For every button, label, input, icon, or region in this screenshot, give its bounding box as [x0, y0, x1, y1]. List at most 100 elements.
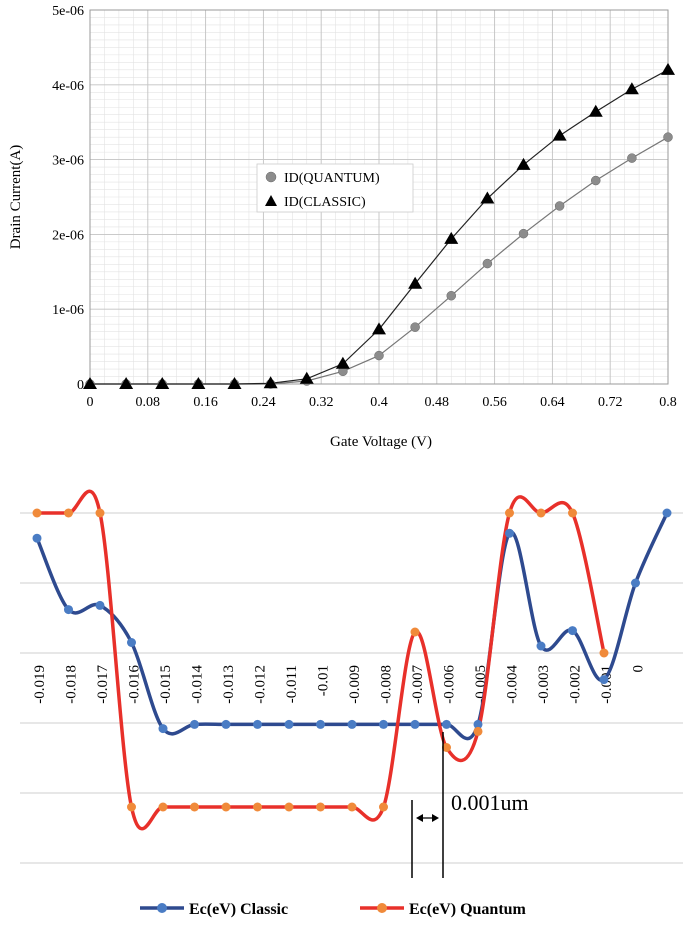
- data-point-classic: [227, 377, 242, 389]
- x-tick-label: -0.011: [284, 665, 300, 703]
- legend-marker-quantum: [377, 903, 387, 913]
- data-point-classic: [442, 719, 451, 729]
- y-tick-labels: 0 1e-06 2e-06 3e-06 4e-06 5e-06: [52, 4, 84, 393]
- data-point-classic: [410, 719, 420, 729]
- data-point-classic: [95, 600, 105, 610]
- data-point-classic: [552, 128, 567, 141]
- data-point-classic: [263, 376, 278, 389]
- data-point-classic: [379, 719, 388, 729]
- data-point-quantum: [374, 350, 384, 361]
- legend-marker-classic: [157, 903, 167, 913]
- legend: Ec(eV) Classic Ec(eV) Quantum: [140, 901, 527, 918]
- data-point-quantum: [442, 743, 451, 752]
- data-point-quantum: [316, 802, 325, 812]
- x-tick-labels: 0 0.08 0.16 0.24 0.32 0.4 0.48 0.56 0.64 0.72 0.8: [87, 395, 677, 410]
- ec-profile-chart: -0.019 -0.018 -0.017 -0.016 -0.015 -0.014 -0.0…: [20, 489, 683, 918]
- data-point-classic: [127, 638, 136, 647]
- data-point-quantum: [64, 508, 73, 518]
- y-tick-label: 1e-06: [52, 303, 84, 318]
- x-tick-label: 0.48: [425, 395, 450, 410]
- data-point-classic: [444, 231, 459, 244]
- data-point-quantum: [554, 201, 565, 211]
- x-tick-label: 0: [631, 665, 647, 673]
- data-point-classic: [505, 528, 514, 538]
- data-point-classic: [536, 641, 546, 651]
- x-tick-label: 0.24: [251, 395, 276, 410]
- x-tick-label: -0.002: [568, 665, 584, 704]
- x-tick-label: -0.001: [599, 665, 615, 704]
- data-point-quantum: [627, 153, 637, 163]
- data-point-classic: [155, 377, 170, 389]
- data-point-quantum: [221, 802, 231, 812]
- data-point-classic: [32, 533, 42, 543]
- data-point-classic: [568, 626, 577, 636]
- data-point-classic: [335, 356, 350, 369]
- data-point-quantum: [591, 175, 601, 186]
- y-tick-label: 2e-06: [52, 228, 84, 243]
- data-point-classic: [190, 719, 199, 729]
- data-point-classic: [83, 377, 97, 389]
- x-tick-label: 0.8: [659, 395, 677, 410]
- x-tick-label: 0.56: [482, 395, 507, 410]
- data-point-quantum: [158, 802, 168, 812]
- data-point-quantum: [505, 508, 514, 518]
- x-tick-label: -0.004: [505, 665, 521, 704]
- data-point-classic: [316, 719, 325, 729]
- legend-label-classic: ID(CLASSIC): [284, 195, 366, 210]
- data-point-quantum: [95, 508, 105, 518]
- data-point-classic: [624, 82, 639, 95]
- data-point-classic: [473, 719, 483, 729]
- x-tick-label: -0.008: [379, 665, 395, 704]
- data-point-quantum: [410, 627, 420, 637]
- data-point-quantum: [410, 322, 420, 332]
- data-point-quantum: [536, 508, 546, 518]
- data-point-quantum: [518, 228, 529, 239]
- series-markers-quantum: [32, 508, 609, 812]
- arrowhead-left: [416, 814, 423, 822]
- series-line-classic: [35, 512, 669, 741]
- x-tick-label: 0.08: [136, 395, 161, 410]
- x-tick-label: -0.019: [32, 665, 48, 704]
- x-axis-label: Gate Voltage (V): [330, 434, 432, 450]
- x-tick-label: 0.16: [193, 395, 218, 410]
- x-tick-label: -0.018: [64, 665, 80, 704]
- x-tick-label: 0.4: [370, 395, 388, 410]
- dimension-label: 0.001um: [451, 790, 529, 815]
- arrowhead-right: [432, 814, 439, 822]
- data-point-classic: [253, 719, 262, 729]
- legend-label-quantum: Ec(eV) Quantum: [409, 901, 527, 918]
- data-point-classic: [158, 724, 168, 734]
- data-point-quantum: [253, 802, 262, 812]
- data-point-quantum: [347, 802, 357, 812]
- data-point-classic: [588, 104, 603, 117]
- data-point-classic: [631, 578, 640, 588]
- legend-label-quantum: ID(QUANTUM): [284, 171, 380, 186]
- x-tick-label: -0.009: [347, 665, 363, 704]
- data-point-quantum: [473, 726, 483, 736]
- data-point-classic: [284, 719, 294, 729]
- x-tick-label: -0.017: [95, 665, 111, 704]
- data-point-classic: [661, 62, 675, 75]
- data-point-classic: [64, 605, 73, 615]
- x-tick-label: 0.64: [540, 395, 565, 410]
- y-tick-label: 5e-06: [52, 4, 84, 19]
- x-tick-label: -0.016: [127, 665, 143, 704]
- legend-box: [256, 163, 414, 213]
- x-tick-label: -0.003: [536, 665, 552, 704]
- x-tick-label: -0.01: [316, 665, 332, 696]
- x-tick-label: -0.014: [190, 665, 206, 704]
- dimension-annotation: 0.001um: [411, 732, 529, 878]
- legend-marker-classic: [265, 195, 277, 206]
- x-tick-label: -0.012: [253, 665, 269, 704]
- series-markers: [83, 62, 675, 389]
- plot-frame: [89, 9, 669, 385]
- legend-label-classic: Ec(eV) Classic: [189, 901, 288, 918]
- data-point-classic: [480, 191, 495, 204]
- y-tick-label: 3e-06: [52, 154, 84, 169]
- data-point-classic: [408, 276, 423, 289]
- x-tick-label: -0.015: [158, 665, 174, 704]
- y-axis-label: Drain Current(A): [8, 145, 24, 250]
- data-point-classic: [299, 371, 314, 384]
- data-point-quantum: [127, 802, 136, 812]
- data-point-quantum: [379, 802, 388, 812]
